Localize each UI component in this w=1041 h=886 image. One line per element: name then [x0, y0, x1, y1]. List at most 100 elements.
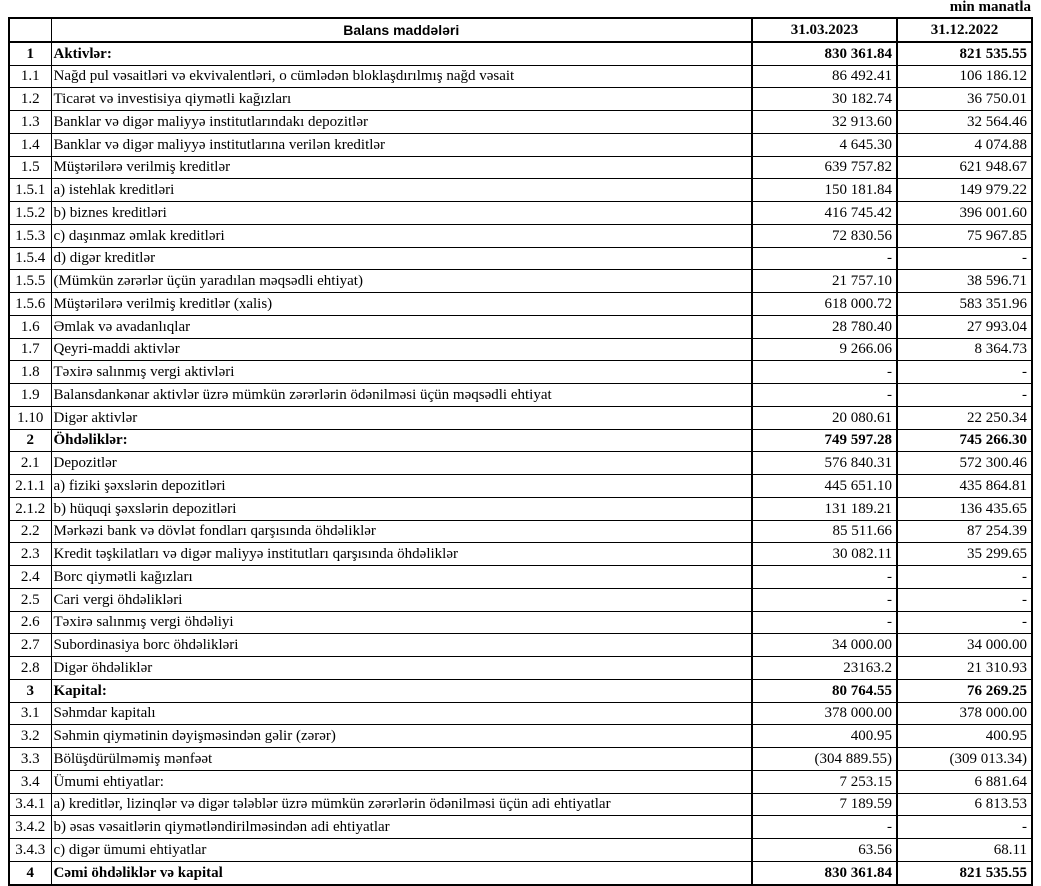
- table-row: 2.1.1 a) fiziki şəxslərin depozitləri 445 …: [8, 474, 1033, 498]
- value-2023: 639 757.82: [751, 155, 898, 180]
- value-2023: 86 492.41: [751, 64, 898, 89]
- table-header-row: Balans maddələri 31.03.2023 31.12.2022: [8, 17, 1033, 43]
- row-number: 1.5.3: [8, 223, 52, 248]
- row-number: 2.8: [8, 656, 52, 680]
- row-number: 1.9: [8, 383, 52, 407]
- value-2022: 8 364.73: [896, 337, 1033, 362]
- balance-sheet-table: Balans maddələri 31.03.2023 31.12.2022 1…: [8, 17, 1033, 886]
- value-2023: -: [751, 565, 898, 589]
- table-row: 2.2 Mərkəzi bank və dövlət fondları qarşı…: [8, 519, 1033, 544]
- row-label: Müştərilərə verilmiş kreditlər: [50, 155, 753, 180]
- value-2022: 821 535.55: [896, 41, 1033, 66]
- value-2023: -: [751, 383, 898, 407]
- value-2023: -: [751, 587, 898, 612]
- row-number: 2.6: [8, 610, 52, 635]
- value-2023: -: [751, 610, 898, 635]
- row-number: 1.1: [8, 64, 52, 89]
- row-number: 1.5.6: [8, 292, 52, 316]
- value-2022: 21 310.93: [896, 656, 1033, 680]
- table-row: 2 Öhdəliklər: 749 597.28 745 266.30: [8, 428, 1033, 453]
- row-label: Subordinasiya borc öhdəlikləri: [50, 633, 753, 657]
- row-number: 3.4.2: [8, 815, 52, 839]
- table-row: 1.3 Banklar və digər maliyyə institutları…: [8, 110, 1033, 134]
- value-2022: 583 351.96: [896, 292, 1033, 316]
- row-label: c) daşınmaz əmlak kreditləri: [50, 223, 753, 248]
- row-label: b) hüquqi şəxslərin depozitləri: [50, 496, 753, 521]
- row-label: Kapital:: [50, 678, 753, 703]
- table-row: 1 Aktivlər: 830 361.84 821 535.55: [8, 41, 1033, 66]
- value-2022: -: [896, 815, 1033, 839]
- header-item: Balans maddələri: [50, 17, 753, 43]
- value-2023: 131 189.21: [751, 496, 898, 521]
- value-2023: 7 189.59: [751, 792, 898, 817]
- table-row: 3.4.2 b) əsas vəsaitlərin qiymətləndirilm…: [8, 815, 1033, 839]
- value-2022: -: [896, 246, 1033, 271]
- row-number: 3.2: [8, 724, 52, 748]
- row-number: 3: [8, 678, 52, 703]
- row-number: 2.5: [8, 587, 52, 612]
- table-row: 1.5.2 b) biznes kreditləri 416 745.42 396 0…: [8, 201, 1033, 225]
- table-row: 3.4.3 c) digər ümumi ehtiyatlar 63.56 68.11: [8, 838, 1033, 862]
- row-label: a) fiziki şəxslərin depozitləri: [50, 474, 753, 498]
- value-2022: 136 435.65: [896, 496, 1033, 521]
- row-label: Təxirə salınmış vergi aktivləri: [50, 360, 753, 384]
- table-row: 1.7 Qeyri-maddi aktivlər 9 266.06 8 364.73: [8, 337, 1033, 362]
- row-number: 2.1.1: [8, 474, 52, 498]
- row-number: 1.10: [8, 405, 52, 430]
- value-2022: 378 000.00: [896, 701, 1033, 726]
- table-row: 1.8 Təxirə salınmış vergi aktivləri - -: [8, 360, 1033, 384]
- row-number: 1.7: [8, 337, 52, 362]
- value-2023: 749 597.28: [751, 428, 898, 453]
- value-2023: 32 913.60: [751, 110, 898, 134]
- row-label: Borc qiymətli kağızları: [50, 565, 753, 589]
- value-2022: 6 881.64: [896, 769, 1033, 794]
- header-number: [8, 17, 52, 43]
- row-label: Banklar və digər maliyyə institutlarına …: [50, 132, 753, 157]
- row-label: Müştərilərə verilmiş kreditlər (xalis): [50, 292, 753, 316]
- row-label: a) istehlak kreditləri: [50, 178, 753, 202]
- table-row: 2.7 Subordinasiya borc öhdəlikləri 34 000.…: [8, 633, 1033, 657]
- row-label: Ümumi ehtiyatlar:: [50, 769, 753, 794]
- row-number: 1: [8, 41, 52, 66]
- row-label: Ticarət və investisiya qiymətli kağızlar…: [50, 87, 753, 111]
- value-2023: 20 080.61: [751, 405, 898, 430]
- row-number: 2.7: [8, 633, 52, 657]
- table-row: 1.2 Ticarət və investisiya qiymətli kağız…: [8, 87, 1033, 111]
- table-row: 1.5.3 c) daşınmaz əmlak kreditləri 72 830.…: [8, 223, 1033, 248]
- table-row: 1.5.1 a) istehlak kreditləri 150 181.84 149…: [8, 178, 1033, 202]
- row-label: Depozitlər: [50, 451, 753, 475]
- value-2022: 35 299.65: [896, 542, 1033, 566]
- row-label: Kredit təşkilatları və digər maliyyə ins…: [50, 542, 753, 566]
- table-row: 3 Kapital: 80 764.55 76 269.25: [8, 678, 1033, 703]
- table-row: 2.6 Təxirə salınmış vergi öhdəliyi - -: [8, 610, 1033, 635]
- row-number: 3.4: [8, 769, 52, 794]
- row-number: 1.5.5: [8, 269, 52, 293]
- row-number: 2: [8, 428, 52, 453]
- value-2023: -: [751, 246, 898, 271]
- value-2022: 745 266.30: [896, 428, 1033, 453]
- row-label: Aktivlər:: [50, 41, 753, 66]
- row-label: (Mümkün zərərlər üçün yaradılan məqsədli…: [50, 269, 753, 293]
- table-row: 3.4.1 a) kreditlər, lizinqlər və digər tə…: [8, 792, 1033, 817]
- value-2022: -: [896, 587, 1033, 612]
- table-row: 2.3 Kredit təşkilatları və digər maliyyə …: [8, 542, 1033, 566]
- value-2022: (309 013.34): [896, 747, 1033, 771]
- table-row: 1.6 Əmlak və avadanlıqlar 28 780.40 27 993.…: [8, 314, 1033, 339]
- table-row: 4 Cəmi öhdəliklər və kapital 830 361.84 821…: [8, 860, 1033, 886]
- value-2022: 36 750.01: [896, 87, 1033, 111]
- value-2023: 4 645.30: [751, 132, 898, 157]
- value-2022: 6 813.53: [896, 792, 1033, 817]
- row-number: 2.1: [8, 451, 52, 475]
- value-2022: -: [896, 360, 1033, 384]
- row-label: d) digər kreditlər: [50, 246, 753, 271]
- value-2023: 378 000.00: [751, 701, 898, 726]
- row-number: 1.3: [8, 110, 52, 134]
- row-number: 3.1: [8, 701, 52, 726]
- value-2023: 30 182.74: [751, 87, 898, 111]
- row-number: 1.5.1: [8, 178, 52, 202]
- row-label: Səhmin qiymətinin dəyişməsindən gəlir (z…: [50, 724, 753, 748]
- row-label: a) kreditlər, lizinqlər və digər tələblə…: [50, 792, 753, 817]
- value-2022: 149 979.22: [896, 178, 1033, 202]
- value-2022: 75 967.85: [896, 223, 1033, 248]
- value-2022: 396 001.60: [896, 201, 1033, 225]
